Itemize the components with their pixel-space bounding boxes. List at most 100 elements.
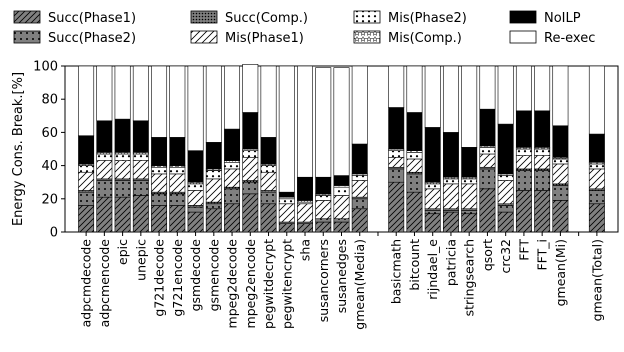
bar-segment-adpcmdecode-s1: [78, 191, 95, 206]
x-tick-label: pegwitencrypt: [279, 239, 294, 329]
bar-segment-sha-s0: [297, 223, 313, 233]
bar-segment-bitcount-s0: [406, 191, 423, 233]
y-tick-label: 80: [41, 93, 58, 108]
bar-segment-gmean-total--s3: [588, 168, 605, 190]
bar-segment-patricia-s7: [442, 65, 459, 133]
bar-segment-adpcmencode-s6: [96, 120, 113, 153]
bar-segment-g721decode-s1: [151, 193, 168, 206]
bar-segment-gsmencode-s3: [205, 178, 222, 203]
bar-segment-unepic-s3: [132, 160, 149, 180]
bar-segment-unepic-s0: [132, 195, 149, 233]
bar-segment-susanedges-s7: [333, 67, 350, 176]
bar-segment-adpcmdecode-s6: [78, 135, 95, 165]
bar-segment-mpeg2decode-s1: [224, 188, 241, 205]
bar-segment-gsmencode-s7: [205, 65, 222, 143]
bar-segment-adpcmdecode-s0: [78, 205, 95, 233]
bar-segment-susancorners-s3: [315, 200, 332, 220]
bar-segment-pegwitdecrypt-s4: [260, 165, 277, 173]
bar-segment-gmean-media--s7: [351, 65, 368, 145]
legend: Succ(Phase1) Succ(Comp.) Mis(Phase2) NoILP S…: [13, 10, 595, 46]
bar-segment-g721encode-s0: [169, 205, 186, 233]
legend-label: Succ(Phase1): [48, 11, 136, 26]
bar-segment-rijndael-e-s1: [424, 210, 441, 215]
bar-segment-adpcmencode-s3: [96, 160, 113, 180]
bar-segment-epic-s0: [114, 196, 131, 233]
bar-segment-gmean-total--s1: [588, 190, 605, 205]
legend-swatch: [13, 30, 41, 44]
bar-segment-qsort-s0: [479, 188, 496, 233]
bar-segment-gsmencode-s4: [205, 170, 222, 180]
bar-segment-stringsearch-s6: [461, 147, 478, 178]
bar-segment-pegwitencrypt-s0: [278, 223, 295, 233]
bar-segment-gmean-mi--s0: [552, 200, 569, 233]
legend-label: NoILP: [544, 11, 581, 26]
bar-segment-pegwitencrypt-s6: [278, 191, 295, 198]
x-tick-label: mpeg2encode: [243, 239, 258, 329]
x-tick-label: bitcount: [407, 239, 422, 291]
bar-segment-susanedges-s4: [333, 186, 350, 196]
y-axis: 0 20 40 60 80 100: [33, 60, 65, 241]
x-tick-label: sha: [298, 239, 313, 261]
bar-segment-mpeg2decode-s7: [224, 65, 241, 130]
bar-segment-qsort-s6: [479, 108, 496, 146]
bar-segment-gmean-media--s3: [351, 180, 368, 198]
bar-segment-susancorners-s1: [315, 218, 332, 223]
bar-segment-rijndael-e-s3: [424, 188, 441, 210]
bar-segment-mpeg2decode-s4: [224, 161, 241, 170]
bar-segment-gmean-media--s4: [351, 175, 368, 181]
bar-segment-crc32-s7: [497, 65, 514, 125]
bar-segment-sha-s7: [297, 65, 313, 178]
bar-segment-sha-s3: [297, 203, 313, 223]
bar-segment-mpeg2encode-s4: [242, 150, 259, 158]
legend-swatch: [13, 10, 41, 24]
bar-segment-fft-i-s7: [534, 65, 551, 112]
bar-segment-basicmath-s3: [388, 157, 405, 168]
bar-segment-gsmdecode-s7: [187, 65, 204, 151]
x-tick-label: unepic: [133, 239, 148, 281]
bar-segment-rijndael-e-s7: [424, 65, 441, 128]
bar-segment-unepic-s6: [132, 120, 149, 153]
bar-segment-pegwitdecrypt-s3: [260, 171, 277, 191]
bar-segment-basicmath-s0: [388, 181, 405, 233]
bar-segment-stringsearch-s4: [461, 178, 478, 185]
bar-segment-epic-s4: [114, 153, 131, 161]
bar-segment-gsmdecode-s3: [187, 190, 204, 206]
bar-segment-basicmath-s6: [388, 107, 405, 150]
x-tick-label: mpeg2decode: [225, 239, 240, 329]
legend-swatch: [190, 30, 218, 44]
legend-label: Mis(Phase1): [225, 31, 304, 46]
bar-segment-adpcmencode-s4: [96, 153, 113, 161]
bar-segment-bitcount-s3: [406, 158, 423, 173]
bar-segment-basicmath-s1: [388, 168, 405, 183]
bar-segment-fft-i-s1: [534, 170, 551, 191]
x-tick-label: patricia: [443, 239, 458, 286]
legend-label: Succ(Comp.): [225, 11, 308, 26]
bar-segment-fft-i-s3: [534, 155, 551, 170]
bar-segment-fft-s4: [515, 148, 532, 156]
legend-swatch: [509, 10, 537, 24]
bar-segment-gmean-mi--s4: [552, 158, 569, 165]
x-tick-label: gmean(Total): [589, 239, 604, 321]
bar-segment-gmean-media--s6: [351, 143, 368, 175]
bar-segment-susanedges-s0: [333, 221, 350, 233]
bar-segment-basicmath-s7: [388, 65, 405, 108]
bar-segment-g721encode-s1: [169, 193, 186, 206]
x-tick-label: basicmath: [389, 239, 404, 304]
bar-segment-crc32-s4: [497, 175, 514, 181]
bar-segment-patricia-s4: [442, 178, 459, 185]
bar-segment-crc32-s1: [497, 205, 514, 213]
bar-segment-g721decode-s6: [151, 137, 168, 166]
bar-segment-gsmencode-s1: [205, 203, 222, 210]
bar-segment-pegwitencrypt-s3: [278, 203, 295, 223]
bar-segment-susancorners-s7: [315, 67, 332, 178]
bar-segment-gsmdecode-s4: [187, 183, 204, 191]
bar-segment-gsmdecode-s0: [187, 211, 204, 233]
bar-segment-gmean-media--s1: [351, 198, 368, 210]
x-tick-label: gsmdecode: [188, 239, 203, 312]
bar-segment-g721encode-s4: [169, 166, 186, 175]
bar-segment-qsort-s4: [479, 147, 496, 155]
bar-segment-rijndael-e-s4: [424, 183, 441, 190]
bar-segment-qsort-s7: [479, 65, 496, 110]
bar-segment-unepic-s7: [132, 65, 149, 122]
